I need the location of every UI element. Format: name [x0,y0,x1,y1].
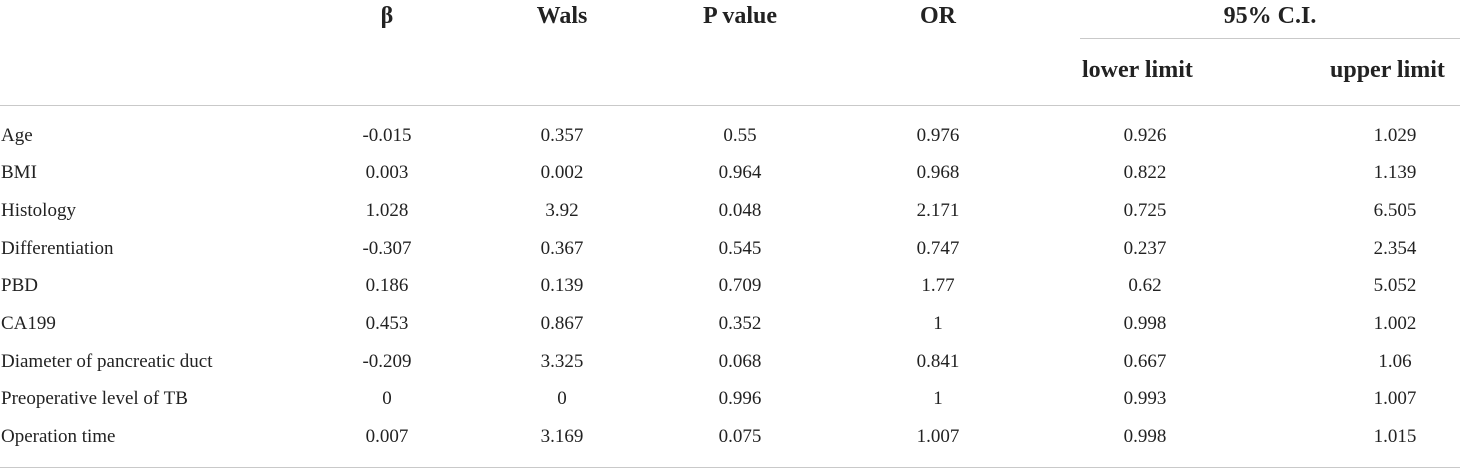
cell-lower: 0.998 [1123,426,1167,447]
row-label: Preoperative level of TB [1,388,188,409]
cell-beta: 0.007 [365,426,409,447]
cell-p: 0.352 [718,313,762,334]
cell-lower: 0.926 [1123,125,1167,146]
cell-upper: 2.354 [1373,238,1417,259]
cell-wals: 0.139 [540,275,584,296]
cell-lower: 0.822 [1123,162,1167,183]
cell-lower: 0.993 [1123,388,1167,409]
row-label: CA199 [1,313,56,334]
cell-wals: 0.357 [540,125,584,146]
header-ci: 95% C.I. [1223,3,1317,29]
row-label: PBD [1,275,38,296]
header-lower-limit: lower limit [1082,57,1193,83]
row-label: Differentiation [1,238,114,259]
header-p-value: P value [702,3,778,29]
cell-wals: 3.169 [540,426,584,447]
cell-lower: 0.237 [1123,238,1167,259]
header-or: OR [920,3,956,29]
cell-lower: 0.62 [1128,275,1162,296]
cell-upper: 1.007 [1373,388,1417,409]
cell-or: 1.007 [916,426,960,447]
cell-beta: 0.453 [365,313,409,334]
cell-wals: 0.367 [540,238,584,259]
cell-p: 0.075 [718,426,762,447]
cell-beta: 0 [382,388,392,409]
cell-or: 1 [933,313,943,334]
cell-wals: 3.325 [540,351,584,372]
header-wals: Wals [536,3,588,29]
cell-or: 0.968 [916,162,960,183]
cell-beta: -0.015 [362,125,412,146]
cell-p: 0.55 [723,125,757,146]
cell-p: 0.996 [718,388,762,409]
cell-lower: 0.998 [1123,313,1167,334]
ci-divider [1080,38,1460,39]
cell-wals: 0 [557,388,567,409]
cell-p: 0.545 [718,238,762,259]
row-label: Age [1,125,33,146]
header-beta: β [380,3,394,29]
row-label: Histology [1,200,76,221]
cell-beta: 0.186 [365,275,409,296]
cell-or: 1.77 [921,275,955,296]
cell-upper: 1.029 [1373,125,1417,146]
cell-or: 0.976 [916,125,960,146]
cell-p: 0.709 [718,275,762,296]
cell-wals: 0.002 [540,162,584,183]
cell-p: 0.964 [718,162,762,183]
row-label: Diameter of pancreatic duct [1,351,213,372]
cell-beta: 1.028 [365,200,409,221]
cell-upper: 5.052 [1373,275,1417,296]
cell-or: 0.747 [916,238,960,259]
cell-or: 1 [933,388,943,409]
cell-upper: 6.505 [1373,200,1417,221]
row-label: Operation time [1,426,116,447]
bottom-rule [0,467,1460,468]
header-divider [0,105,1460,106]
cell-p: 0.068 [718,351,762,372]
cell-p: 0.048 [718,200,762,221]
cell-beta: 0.003 [365,162,409,183]
cell-upper: 1.139 [1373,162,1417,183]
cell-beta: -0.307 [362,238,412,259]
header-upper-limit: upper limit [1330,57,1445,83]
cell-upper: 1.002 [1373,313,1417,334]
cell-upper: 1.015 [1373,426,1417,447]
row-label: BMI [1,162,37,183]
cell-upper: 1.06 [1378,351,1412,372]
cell-or: 0.841 [916,351,960,372]
cell-lower: 0.725 [1123,200,1167,221]
cell-lower: 0.667 [1123,351,1167,372]
cell-wals: 3.92 [545,200,579,221]
cell-or: 2.171 [916,200,960,221]
cell-beta: -0.209 [362,351,412,372]
cell-wals: 0.867 [540,313,584,334]
